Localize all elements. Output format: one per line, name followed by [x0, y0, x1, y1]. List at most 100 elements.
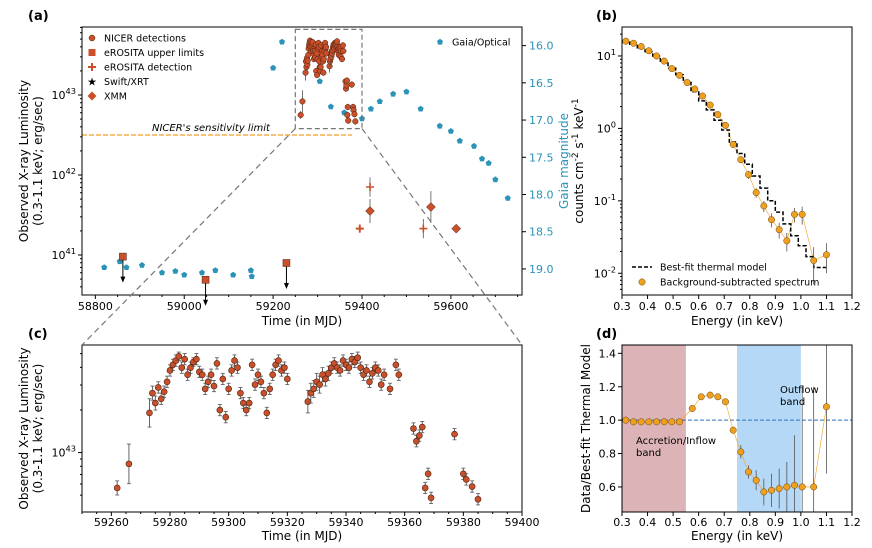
nicer-point [299, 98, 306, 105]
ratio-point [752, 476, 760, 484]
nicer-point [251, 381, 259, 388]
inflow-band-label: Accretion/Inflow [636, 436, 716, 447]
x-tick-label: 59360 [387, 516, 422, 529]
nicer-point [175, 353, 183, 360]
gaia-point [212, 267, 219, 273]
gaia-point [101, 264, 108, 270]
y-tick-label: 1.4 [599, 347, 617, 360]
nicer-point [310, 385, 318, 393]
legend-marker-spectrum [638, 278, 646, 286]
outflow-band-label-2: band [780, 397, 805, 408]
x-tick-label: 59200 [256, 300, 291, 313]
zoom-line-right [361, 128, 523, 346]
y2-tick-label: 16.5 [529, 77, 554, 90]
nicer-point [225, 385, 232, 393]
nicer-point [345, 364, 353, 371]
x-tick-label: 59400 [345, 300, 380, 313]
legend-label: eROSITA upper limits [104, 48, 204, 59]
x-tick-label: 0.3 [613, 516, 631, 529]
nicer-point [216, 406, 224, 414]
legend-label: Background-subtracted spectrum [660, 278, 819, 289]
gaia-point [279, 38, 285, 45]
x-axis-label: Energy (in keV) [691, 314, 783, 328]
gaia-point [417, 105, 424, 112]
best-fit-model-line [622, 41, 827, 269]
y2-tick-label: 17.5 [529, 151, 554, 164]
nicer-point [302, 69, 309, 76]
ratio-point [714, 393, 722, 401]
y-axis-label-units: (0.3-1.1 keV; erg/sec) [31, 96, 45, 226]
xmm-point [426, 202, 436, 212]
x-tick-label: 1.2 [843, 516, 861, 529]
ratio-point [768, 486, 775, 494]
nicer-point [343, 77, 350, 84]
nicer-point [266, 385, 274, 393]
nicer-point [245, 399, 253, 407]
nicer-point [242, 406, 250, 414]
spectrum-point [752, 189, 760, 197]
spectrum-point [798, 210, 806, 218]
gaia-point [316, 78, 323, 84]
nicer-point [152, 399, 159, 407]
spectrum-point [722, 121, 729, 129]
erosita-upper-limit-point [119, 252, 127, 261]
swift-xrt-point [419, 224, 428, 233]
panel-label: (b) [596, 9, 617, 24]
nicer-point [113, 484, 121, 492]
nicer-point [263, 409, 271, 417]
y-tick-label: 1041 [52, 246, 77, 262]
ratio-point [688, 405, 696, 412]
spectrum-connector [625, 40, 827, 261]
zoom-line-left [81, 128, 296, 346]
gaia-point [247, 267, 254, 273]
nicer-point [421, 484, 429, 492]
gaia-point [123, 264, 130, 270]
nicer-point [334, 38, 341, 45]
gaia-point [367, 105, 374, 112]
nicer-point [157, 395, 165, 403]
x-tick-label: 59600 [433, 300, 468, 313]
x-tick-label: 59340 [329, 516, 364, 529]
y-axis-label: Observed X-ray Luminosity [17, 80, 31, 242]
nicer-point [386, 385, 394, 393]
erosita-detection-point [355, 224, 364, 233]
nicer-point [314, 71, 321, 79]
gaia-point [492, 176, 499, 183]
nicer-point [234, 364, 241, 371]
spectrum-point [637, 43, 645, 50]
gaia-point [403, 88, 410, 95]
gaia-point [230, 271, 237, 278]
nicer-point [451, 430, 458, 438]
x-tick-label: 59000 [167, 300, 202, 313]
axes-frame [81, 26, 523, 296]
panel-label: (c) [28, 327, 48, 342]
x-tick-label: 59380 [446, 516, 481, 529]
nicer-point [392, 361, 400, 369]
gaia-point [390, 90, 397, 97]
x-tick-label: 1.1 [818, 516, 836, 529]
ratio-point [775, 485, 783, 493]
y-tick-label: 101 [597, 47, 616, 63]
x-tick-label: 0.7 [715, 300, 733, 313]
y-axis-label: Data/Best-fit Thermal Model [579, 344, 593, 513]
legend-label-gaia: Gaia/Optical [452, 38, 510, 49]
x-tick-label: 1.0 [792, 516, 810, 529]
gaia-point [248, 273, 255, 279]
nicer-point [284, 375, 291, 383]
gaia-point [181, 271, 188, 278]
y2-tick-label: 17.0 [529, 114, 554, 127]
nicer-point [160, 388, 168, 396]
x-tick-label: 0.5 [664, 516, 682, 529]
y-tick-label: 0.8 [599, 448, 617, 461]
ratio-point [745, 468, 752, 476]
nicer-point [184, 371, 191, 379]
x-tick-label: 0.6 [690, 516, 708, 529]
ratio-point [783, 483, 791, 491]
nicer-point [317, 63, 324, 71]
x-tick-label: 0.4 [639, 300, 657, 313]
inflow-band-label-2: band [636, 448, 661, 459]
ratio-point [697, 393, 705, 401]
x-tick-label: 59320 [270, 516, 305, 529]
upper-limit-arrow [283, 283, 289, 289]
nicer-point [149, 389, 156, 397]
